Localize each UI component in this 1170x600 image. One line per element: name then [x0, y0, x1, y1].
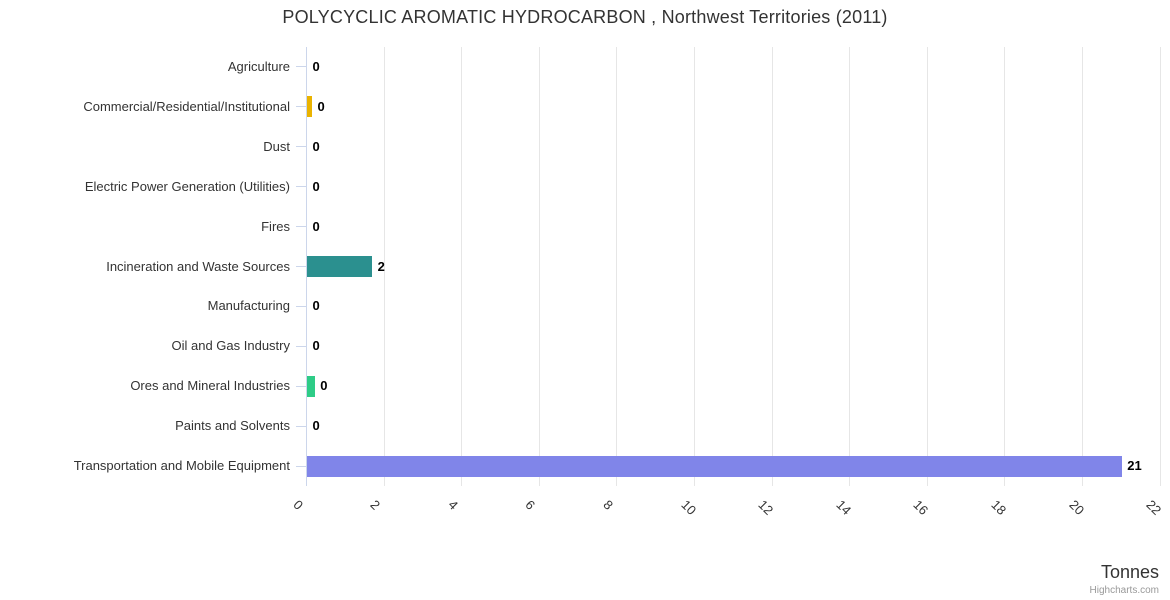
data-label: 0: [312, 218, 320, 234]
x-tick-label: 22: [1143, 497, 1165, 518]
x-tick-label: 20: [1065, 497, 1087, 518]
chart-title: POLYCYCLIC AROMATIC HYDROCARBON , Northw…: [282, 7, 888, 27]
category-tick: [296, 385, 306, 387]
data-label: 0: [312, 338, 320, 354]
gridline: [383, 47, 385, 486]
category-tick: [296, 425, 306, 427]
category-label: Manufacturing: [207, 298, 290, 314]
category-label: Fires: [261, 218, 290, 234]
x-tick-label: 2: [367, 497, 384, 513]
category-tick: [296, 186, 306, 188]
data-label: 0: [312, 138, 320, 154]
x-tick-label: 14: [833, 497, 854, 518]
data-label: 0: [312, 178, 320, 194]
data-label: 0: [312, 298, 320, 314]
data-label: 0: [320, 378, 328, 394]
category-tick: [296, 465, 306, 467]
bar[interactable]: [307, 96, 313, 118]
category-tick: [296, 266, 306, 267]
category-tick: [296, 146, 306, 148]
x-tick-label: 12: [755, 497, 777, 518]
gridline: [1082, 47, 1083, 486]
category-label: Ores and Mineral Industries: [130, 378, 290, 394]
category-label: Dust: [263, 138, 290, 154]
x-tick-label: 6: [522, 497, 539, 513]
category-tick: [296, 345, 306, 347]
category-label: Agriculture: [227, 58, 290, 74]
category-label: Oil and Gas Industry: [171, 338, 291, 354]
gridline: [1159, 47, 1161, 486]
x-tick-label: 16: [910, 497, 932, 518]
data-label: 2: [377, 258, 385, 274]
bar[interactable]: [307, 455, 1122, 477]
gridline: [771, 47, 773, 486]
gridline: [926, 47, 928, 486]
x-tick-label: 10: [677, 497, 699, 518]
data-label: 0: [312, 418, 320, 434]
gridline: [849, 47, 851, 486]
y-axis-line: [306, 47, 307, 486]
category-label: Commercial/Residential/Institutional: [83, 98, 290, 114]
gridline: [694, 47, 695, 486]
x-tick-label: 18: [988, 497, 1010, 518]
category-label: Incineration and Waste Sources: [106, 258, 290, 274]
gridline: [461, 47, 463, 486]
category-tick: [296, 305, 306, 307]
category-label: Transportation and Mobile Equipment: [73, 458, 290, 474]
x-axis-title: Tonnes: [1100, 562, 1159, 582]
bar[interactable]: [307, 256, 373, 277]
gridline: [1004, 47, 1006, 486]
data-label: 0: [312, 58, 320, 74]
x-tick-label: 8: [600, 497, 617, 513]
category-tick: [296, 106, 306, 108]
category-tick: [296, 66, 306, 68]
x-tick-label: 4: [445, 497, 461, 513]
category-label: Electric Power Generation (Utilities): [84, 178, 290, 194]
data-label: 0: [317, 98, 325, 114]
gridline: [538, 47, 540, 486]
highcharts-credits[interactable]: Highcharts.com: [1089, 585, 1159, 596]
gridline: [616, 47, 618, 486]
x-tick-label: 0: [289, 497, 306, 513]
category-label: Paints and Solvents: [175, 418, 290, 434]
category-tick: [296, 226, 306, 228]
bar[interactable]: [307, 375, 315, 397]
data-label: 21: [1127, 458, 1142, 474]
